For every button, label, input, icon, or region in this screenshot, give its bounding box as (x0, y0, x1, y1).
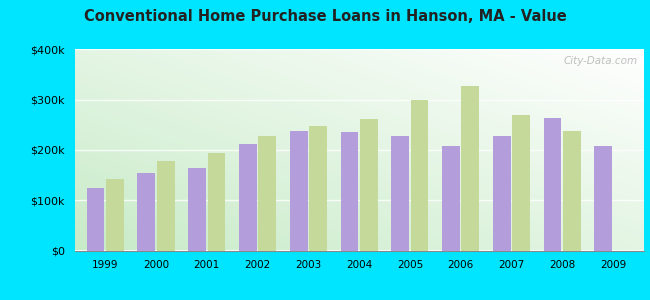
Bar (360, 119, 378, 250)
Bar (188, 168, 206, 250)
Bar (137, 172, 155, 250)
Bar (563, 131, 581, 250)
Bar (157, 161, 175, 250)
Bar (86, 188, 105, 250)
Bar (543, 118, 562, 250)
Text: Conventional Home Purchase Loans in Hanson, MA - Value: Conventional Home Purchase Loans in Hans… (84, 9, 566, 24)
Bar (258, 136, 276, 250)
Bar (207, 152, 226, 250)
Bar (442, 146, 460, 250)
Bar (106, 179, 124, 250)
Bar (512, 115, 530, 250)
Bar (239, 144, 257, 250)
Bar (290, 131, 307, 250)
Bar (341, 132, 358, 250)
Bar (309, 126, 327, 250)
Bar (462, 86, 479, 250)
Text: City-Data.com: City-Data.com (564, 56, 638, 65)
Bar (493, 136, 511, 250)
Bar (595, 146, 612, 250)
Bar (391, 136, 409, 250)
Bar (411, 100, 428, 250)
